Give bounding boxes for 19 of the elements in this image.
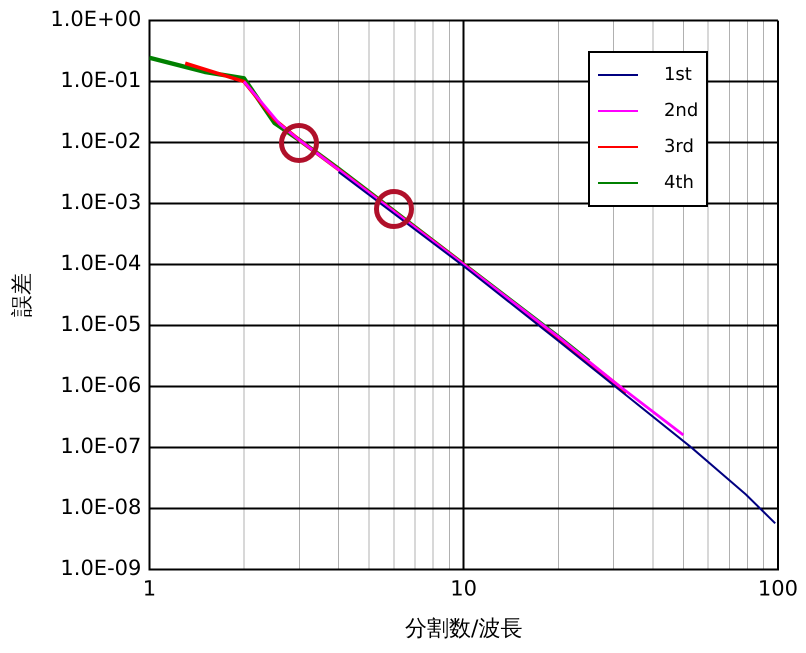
- y-tick-label: 1.0E-06: [60, 372, 142, 397]
- y-tick-label: 1.0E-04: [60, 250, 142, 275]
- y-tick-label: 1.0E-03: [60, 190, 142, 214]
- y-tick-label: 1.0E-05: [60, 312, 142, 336]
- y-tick-label: 1.0E-07: [60, 434, 142, 458]
- x-tick-label: 1: [142, 576, 156, 600]
- legend-label: 4th: [664, 172, 694, 194]
- x-tick-label: 10: [450, 576, 478, 600]
- y-tick-label: 1.0E-02: [60, 129, 142, 154]
- y-tick-label: 1.0E+00: [50, 7, 142, 32]
- x-tick-label: 100: [758, 576, 798, 600]
- legend-label: 3rd: [664, 136, 694, 158]
- y-tick-label: 1.0E-08: [60, 494, 142, 519]
- y-tick-label: 1.0E-01: [60, 68, 142, 92]
- x-axis-title: 分割数/波長: [404, 616, 522, 642]
- y-axis-title: 誤差: [10, 273, 35, 317]
- y-tick-label: 1.0E-09: [60, 556, 142, 580]
- legend-label: 2nd: [664, 100, 698, 122]
- legend-label: 1st: [664, 64, 692, 86]
